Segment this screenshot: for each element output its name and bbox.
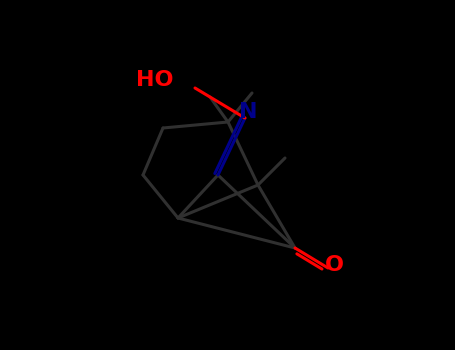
Text: O: O — [324, 255, 344, 275]
Text: N: N — [239, 102, 257, 122]
Text: HO: HO — [136, 70, 174, 90]
